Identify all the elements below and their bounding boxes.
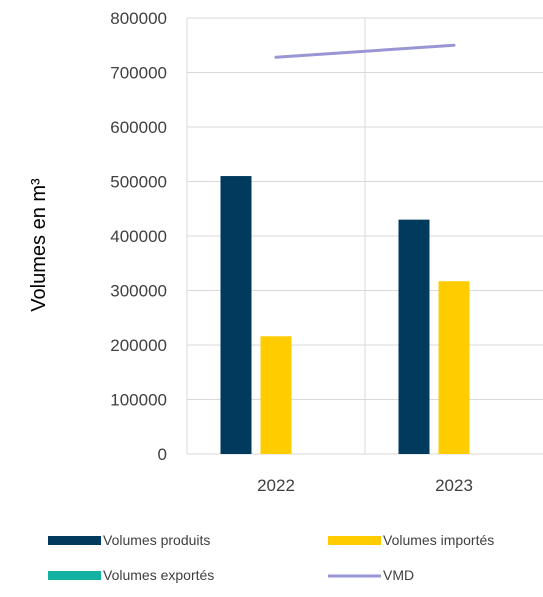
x-tick-label: 2023 <box>435 476 473 495</box>
bars <box>220 176 470 455</box>
legend-label-volumes-export-s: Volumes exportés <box>103 567 214 583</box>
legend-label-volumes-import-s: Volumes importés <box>383 532 494 548</box>
legend-label-vmd: VMD <box>383 567 414 583</box>
y-tick-label: 700000 <box>110 64 167 83</box>
y-axis-label: Volumes en m³ <box>28 178 50 312</box>
y-tick-label: 400000 <box>110 227 167 246</box>
bar-volumes-produits-2023 <box>398 219 430 454</box>
legend-swatch-volumes-produits <box>48 536 101 545</box>
y-tick-label: 500000 <box>110 173 167 192</box>
x-tick-label: 2022 <box>257 476 295 495</box>
y-tick-label: 800000 <box>110 9 167 28</box>
y-tick-label: 600000 <box>110 118 167 137</box>
legend-swatch-volumes-export-s <box>48 571 101 580</box>
legend: Volumes produits Volumes importés Volumes … <box>48 532 494 583</box>
legend-label-volumes-produits: Volumes produits <box>103 532 210 548</box>
bar-volumes-produits-2022 <box>220 176 252 455</box>
y-tick-label: 0 <box>158 445 167 464</box>
y-tick-label: 100000 <box>110 391 167 410</box>
y-tick-label: 300000 <box>110 282 167 301</box>
series-lines <box>274 43 456 59</box>
bar-volumes-import-s-2022 <box>260 336 292 454</box>
line-vmd <box>274 43 456 59</box>
axes: 0 100000 200000 300000 400000 500000 600000 700… <box>110 9 473 495</box>
y-tick-label: 200000 <box>110 336 167 355</box>
legend-swatch-volumes-import-s <box>328 536 381 545</box>
bar-volumes-import-s-2023 <box>438 281 470 454</box>
